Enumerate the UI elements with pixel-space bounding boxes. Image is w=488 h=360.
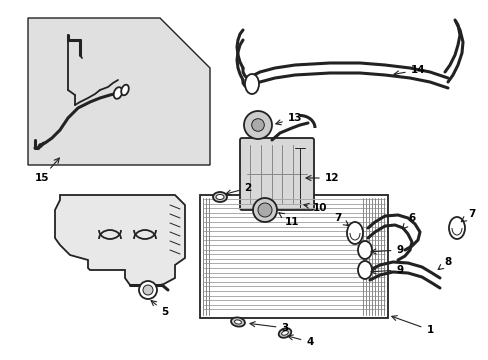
Text: 14: 14: [393, 65, 425, 76]
Ellipse shape: [357, 261, 371, 279]
Ellipse shape: [114, 87, 122, 99]
Text: 11: 11: [279, 213, 299, 227]
Text: 4: 4: [287, 335, 313, 347]
Polygon shape: [28, 18, 209, 165]
Bar: [200, 195, 387, 318]
Circle shape: [139, 281, 157, 299]
Text: 5: 5: [151, 301, 168, 317]
Ellipse shape: [281, 331, 288, 335]
Ellipse shape: [231, 318, 244, 327]
Circle shape: [142, 285, 153, 295]
Text: 1: 1: [391, 316, 433, 335]
Ellipse shape: [234, 320, 241, 324]
Text: 12: 12: [305, 173, 339, 183]
Ellipse shape: [346, 222, 362, 244]
Text: 3: 3: [249, 322, 288, 333]
Ellipse shape: [213, 192, 226, 202]
Ellipse shape: [216, 194, 224, 199]
Ellipse shape: [244, 74, 259, 94]
Text: 7: 7: [460, 209, 475, 222]
Text: 10: 10: [304, 203, 326, 213]
Text: 2: 2: [225, 183, 251, 195]
Text: 9: 9: [370, 265, 403, 275]
Text: 8: 8: [437, 257, 451, 270]
Ellipse shape: [448, 217, 464, 239]
Text: 13: 13: [275, 113, 302, 125]
Ellipse shape: [121, 85, 128, 95]
Text: 7: 7: [334, 213, 348, 226]
Ellipse shape: [278, 328, 291, 338]
Polygon shape: [55, 195, 184, 285]
Circle shape: [258, 203, 271, 217]
Text: 6: 6: [402, 213, 415, 229]
FancyBboxPatch shape: [240, 138, 313, 210]
Circle shape: [251, 119, 264, 131]
Circle shape: [244, 111, 271, 139]
Text: 15: 15: [35, 158, 59, 183]
Text: 9: 9: [370, 245, 403, 255]
Circle shape: [252, 198, 276, 222]
Ellipse shape: [357, 241, 371, 259]
